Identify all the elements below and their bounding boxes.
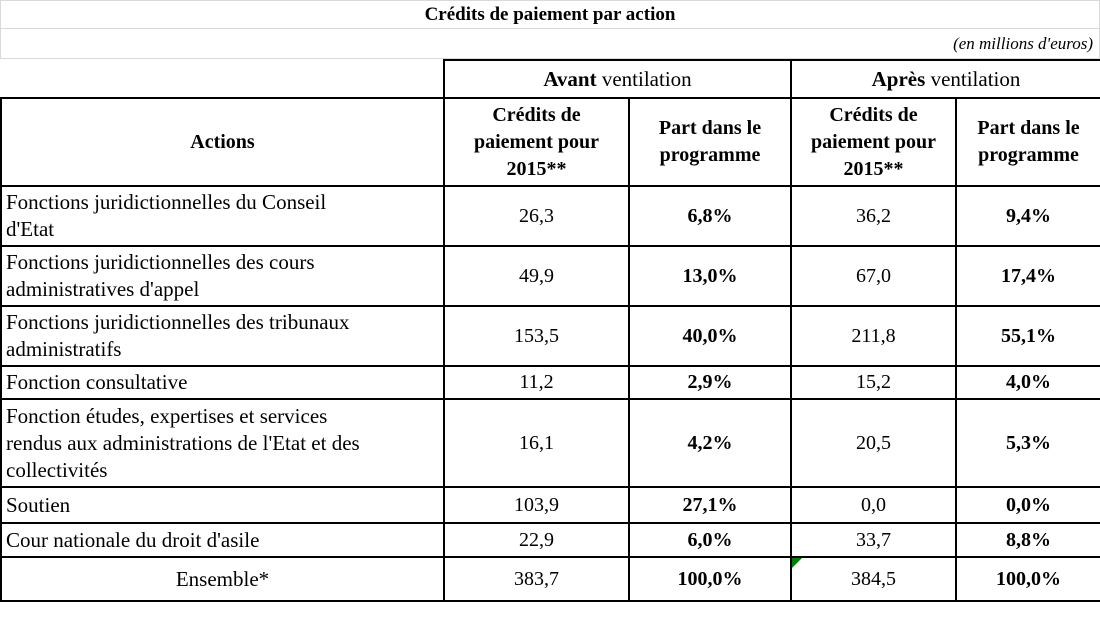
units-note: (en millions d'euros) — [1, 29, 1099, 59]
avant-credits-cell: 103,9 — [443, 486, 630, 524]
total-label-cell: Ensemble* — [0, 556, 445, 602]
col-header-credits-apres: Crédits de paiement pour 2015** — [790, 97, 958, 187]
group-header-row: Avant ventilation Après ventilation — [1, 59, 1100, 99]
group-header-avant: Avant ventilation — [442, 59, 793, 99]
page-title: Crédits de paiement par action — [1, 1, 1099, 29]
table-row: Fonctions juridictionnelles des tribunau… — [0, 305, 1100, 367]
table-row: Fonction études, expertises et services … — [0, 398, 1100, 488]
action-cell: Fonctions juridictionnelles du Conseil d… — [0, 185, 445, 247]
col-header-part-apres: Part dans le programme — [955, 97, 1100, 187]
action-cell: Fonction consultative — [0, 365, 445, 400]
avant-part-cell: 6,8% — [627, 185, 793, 247]
table-body: Fonctions juridictionnelles du Conseil d… — [0, 185, 1100, 558]
avant-part-cell: 27,1% — [627, 486, 793, 524]
apres-part-cell: 8,8% — [955, 522, 1100, 558]
table-row: Fonction consultative 11,2 2,9% 15,2 4,0… — [0, 365, 1100, 400]
avant-credits-cell: 11,2 — [443, 365, 630, 400]
total-avant-credits-cell: 383,7 — [443, 556, 630, 602]
blank-corner-cell — [1, 60, 444, 98]
group-header-avant-rest: ventilation — [596, 66, 692, 91]
total-row: Ensemble* 383,7 100,0% 384,5 100,0% — [0, 556, 1100, 602]
avant-part-cell: 2,9% — [627, 365, 793, 400]
apres-part-cell: 55,1% — [955, 305, 1100, 367]
avant-credits-cell: 16,1 — [443, 398, 630, 488]
group-header-apres-bold: Après — [871, 66, 926, 91]
avant-credits-cell: 49,9 — [443, 245, 630, 307]
avant-credits-cell: 153,5 — [443, 305, 630, 367]
group-header-apres: Après ventilation — [790, 59, 1100, 99]
table-row: Soutien 103,9 27,1% 0,0 0,0% — [0, 486, 1100, 524]
col-header-part-avant: Part dans le programme — [627, 97, 793, 187]
apres-credits-cell: 211,8 — [790, 305, 958, 367]
apres-part-cell: 5,3% — [955, 398, 1100, 488]
action-cell: Soutien — [0, 486, 445, 524]
col-header-actions: Actions — [0, 97, 445, 187]
avant-part-cell: 40,0% — [627, 305, 793, 367]
action-cell: Fonction études, expertises et services … — [0, 398, 445, 488]
avant-part-cell: 13,0% — [627, 245, 793, 307]
budget-table: Avant ventilation Après ventilation Acti… — [0, 59, 1100, 602]
total-apres-part-cell: 100,0% — [955, 556, 1100, 602]
cell-flag-icon — [793, 559, 803, 568]
apres-part-cell: 9,4% — [955, 185, 1100, 247]
apres-credits-cell: 33,7 — [790, 522, 958, 558]
total-apres-credits-cell: 384,5 — [790, 556, 958, 602]
avant-part-cell: 6,0% — [627, 522, 793, 558]
avant-credits-cell: 26,3 — [443, 185, 630, 247]
table-row: Cour nationale du droit d'asile 22,9 6,0… — [0, 522, 1100, 558]
avant-part-cell: 4,2% — [627, 398, 793, 488]
table-header-strip: Crédits de paiement par action (en milli… — [0, 0, 1100, 59]
apres-credits-cell: 67,0 — [790, 245, 958, 307]
action-cell: Fonctions juridictionnelles des tribunau… — [0, 305, 445, 367]
total-avant-part-cell: 100,0% — [627, 556, 793, 602]
apres-part-cell: 17,4% — [955, 245, 1100, 307]
apres-credits-cell: 20,5 — [790, 398, 958, 488]
table-row: Fonctions juridictionnelles du Conseil d… — [0, 185, 1100, 247]
action-cell: Fonctions juridictionnelles des cours ad… — [0, 245, 445, 307]
apres-credits-cell: 15,2 — [790, 365, 958, 400]
apres-part-cell: 4,0% — [955, 365, 1100, 400]
avant-credits-cell: 22,9 — [443, 522, 630, 558]
group-header-apres-rest: ventilation — [925, 66, 1021, 91]
table-row: Fonctions juridictionnelles des cours ad… — [0, 245, 1100, 307]
group-header-avant-bold: Avant — [543, 66, 597, 91]
total-apres-credits-value: 384,5 — [851, 567, 897, 590]
apres-credits-cell: 36,2 — [790, 185, 958, 247]
action-cell: Cour nationale du droit d'asile — [0, 522, 445, 558]
column-header-row: Actions Crédits de paiement pour 2015** … — [0, 97, 1100, 187]
apres-part-cell: 0,0% — [955, 486, 1100, 524]
col-header-credits-avant: Crédits de paiement pour 2015** — [443, 97, 630, 187]
apres-credits-cell: 0,0 — [790, 486, 958, 524]
